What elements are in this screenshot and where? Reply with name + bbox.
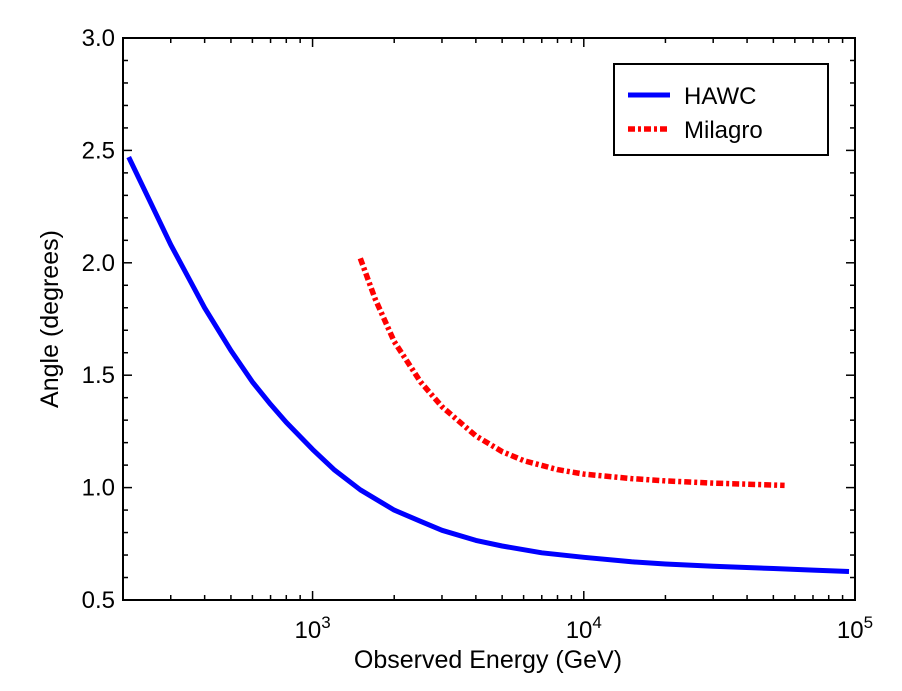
legend-box: [613, 63, 829, 156]
legend: HAWC Milagro: [613, 63, 829, 156]
y-tick-label: 1.0: [82, 475, 115, 502]
legend-label-milagro: Milagro: [684, 117, 763, 144]
series-line-hawc: [126, 156, 850, 574]
series-line-milagro: [357, 257, 785, 489]
labels-layer: 0.5 1.0 1.5 2.0 2.5 3.0 103 104 105: [82, 25, 873, 644]
y-tick-label: 3.0: [82, 25, 115, 52]
plot-frame: [122, 37, 856, 601]
x-tick-label: 104: [566, 613, 602, 644]
x-tick-label: 105: [837, 613, 873, 644]
y-axis-title: Angle (degrees): [36, 230, 64, 408]
y-tick-label: 2.5: [82, 137, 115, 164]
x-axis-title: Observed Energy (GeV): [354, 646, 622, 674]
legend-label-hawc: HAWC: [684, 83, 756, 110]
y-tick-label: 2.0: [82, 250, 115, 277]
series-layer: [126, 156, 850, 574]
y-tick-label: 0.5: [82, 587, 115, 614]
x-tick-label: 103: [294, 613, 330, 644]
y-tick-label: 1.5: [82, 362, 115, 389]
